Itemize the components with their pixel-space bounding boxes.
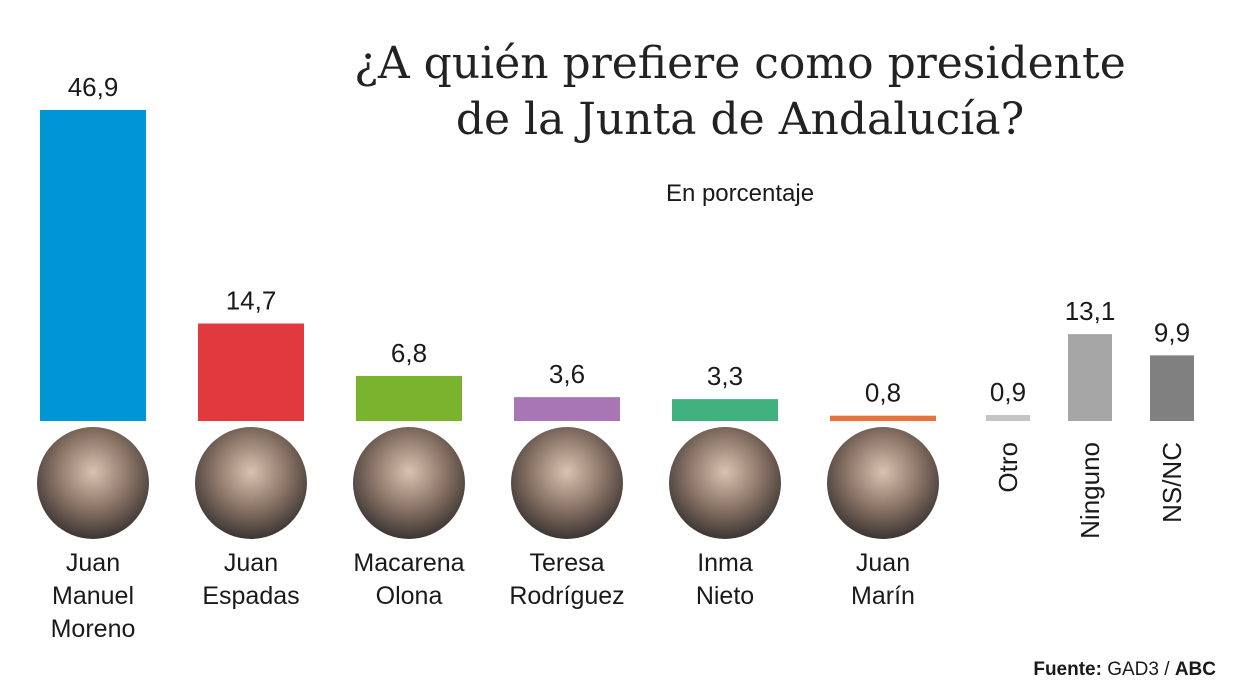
candidate-name: Juan Manuel Moreno	[18, 547, 168, 646]
candidate-name: Juan Marín	[808, 547, 958, 613]
bar-6	[830, 415, 936, 421]
bar-5	[672, 399, 778, 421]
name-line: Inma	[697, 549, 753, 577]
name-line: Juan	[855, 549, 911, 577]
source-brand: ABC	[1174, 659, 1216, 680]
bar-7	[986, 415, 1030, 421]
name-line: Juan	[65, 549, 121, 577]
value-label: 3,6	[549, 359, 585, 389]
candidate-photo-avatar	[669, 427, 781, 539]
bar-1	[40, 110, 146, 421]
title-line-2: de la Junta de Andalucía?	[455, 94, 1025, 145]
name-line: Juan	[223, 549, 279, 577]
value-label: 0,8	[865, 378, 901, 408]
candidate-name: Inma Nieto	[650, 547, 800, 613]
source-note: Fuente: GAD3 / ABC	[1033, 659, 1216, 681]
name-line: Teresa	[529, 549, 605, 577]
name-line: Nieto	[695, 582, 755, 610]
bar-4	[514, 397, 620, 421]
source-text: GAD3 /	[1107, 659, 1170, 680]
name-line: Manuel	[52, 582, 134, 610]
name-line: Macarena	[353, 549, 465, 577]
name-line: Espadas	[202, 582, 300, 610]
chart-title: ¿A quién prefiere como presidente de la …	[300, 36, 1180, 148]
bar-8	[1068, 334, 1112, 421]
name-line: Rodríguez	[509, 582, 625, 610]
category-label: Ninguno	[1075, 442, 1105, 539]
value-label: 14,7	[226, 286, 277, 316]
name-line: Marín	[851, 582, 915, 610]
value-label: 46,9	[68, 72, 119, 102]
value-label: 13,1	[1065, 296, 1116, 326]
candidate-photo-avatar	[37, 427, 149, 539]
candidate-photo-avatar	[353, 427, 465, 539]
candidate-name: Macarena Olona	[334, 547, 484, 613]
title-line-1: ¿A quién prefiere como presidente	[354, 38, 1126, 89]
candidate-photo-avatar	[195, 427, 307, 539]
chart-subtitle: En porcentaje	[665, 180, 815, 207]
value-label: 0,9	[990, 377, 1026, 407]
bar-3	[356, 375, 462, 421]
bar-9	[1150, 355, 1194, 421]
candidate-name: Juan Espadas	[176, 547, 326, 613]
value-label: 3,3	[707, 361, 743, 391]
category-label: NS/NC	[1157, 442, 1187, 523]
candidate-name: Teresa Rodríguez	[492, 547, 642, 613]
category-label: Otro	[993, 442, 1023, 493]
value-label: 9,9	[1154, 317, 1190, 347]
source-label: Fuente:	[1033, 659, 1102, 680]
candidate-photo-avatar	[827, 427, 939, 539]
name-line: Moreno	[50, 615, 136, 643]
candidate-photo-avatar	[511, 427, 623, 539]
value-label: 6,8	[391, 338, 427, 368]
bar-2	[198, 323, 304, 421]
name-line: Olona	[375, 582, 443, 610]
